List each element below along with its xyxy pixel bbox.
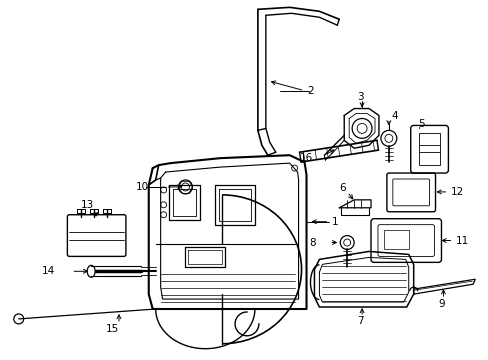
Bar (383, 230, 408, 249)
Text: 8: 8 (309, 238, 315, 248)
Text: 9: 9 (438, 299, 444, 309)
Text: 14: 14 (41, 266, 55, 276)
Text: 3: 3 (356, 92, 363, 102)
Text: 6: 6 (339, 183, 345, 193)
Text: 2: 2 (307, 86, 313, 96)
Text: 5: 5 (418, 120, 425, 130)
Text: 11: 11 (454, 235, 468, 246)
Bar (418, 133, 440, 165)
Text: 4: 4 (391, 112, 398, 121)
Text: 12: 12 (449, 187, 463, 197)
Text: 15: 15 (106, 324, 119, 334)
Text: 16: 16 (299, 153, 312, 163)
Text: 10: 10 (136, 182, 149, 192)
Text: 7: 7 (356, 316, 363, 326)
Text: 1: 1 (331, 217, 337, 227)
Text: 13: 13 (81, 200, 94, 210)
